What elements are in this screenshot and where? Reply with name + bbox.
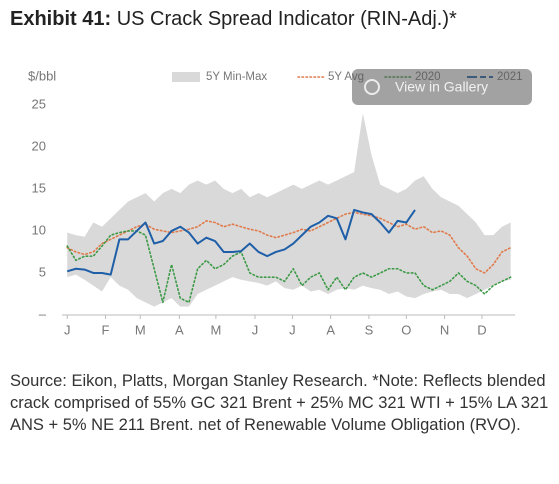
y-axis-label: $/bbl [28,68,56,83]
view-in-gallery-button[interactable]: View in Gallery [352,69,532,105]
y-tick-label: 5 [39,264,46,279]
y-tick-label: 10 [32,222,46,237]
x-tick-label: M [210,322,221,337]
x-tick-label: J [289,322,296,337]
x-tick-label: O [401,322,411,337]
legend-swatch [172,72,200,82]
x-tick-label: A [175,322,184,337]
title: Exhibit 41: US Crack Spread Indicator (R… [10,8,457,31]
x-tick-label: S [365,322,374,337]
series-line [66,208,416,276]
button-label: View in Gallery [395,79,488,95]
y-tick-label: 15 [32,180,46,195]
y-tick-label: 20 [32,138,46,153]
x-tick-label: D [477,322,486,337]
x-tick-label: F [101,322,109,337]
range-band [67,113,511,307]
x-tick-label: J [64,322,71,337]
series-line [66,230,512,304]
exhibit-label: Exhibit 41: [10,8,112,30]
x-tick-label: A [326,322,335,337]
x-tick-label: M [135,322,146,337]
button-background [352,69,532,105]
y-tick-label: 25 [32,96,46,111]
x-tick-label: J [252,322,259,337]
chart-title: US Crack Spread Indicator (RIN-Adj.)* [116,8,457,30]
source-note: Source: Eikon, Platts, Morgan Stanley Re… [10,372,549,434]
y-tick-label: – [39,306,47,321]
series-line [66,211,512,274]
legend-label: 5Y Min-Max [206,71,267,83]
button-icon [364,79,380,95]
x-tick-label: N [440,322,449,337]
